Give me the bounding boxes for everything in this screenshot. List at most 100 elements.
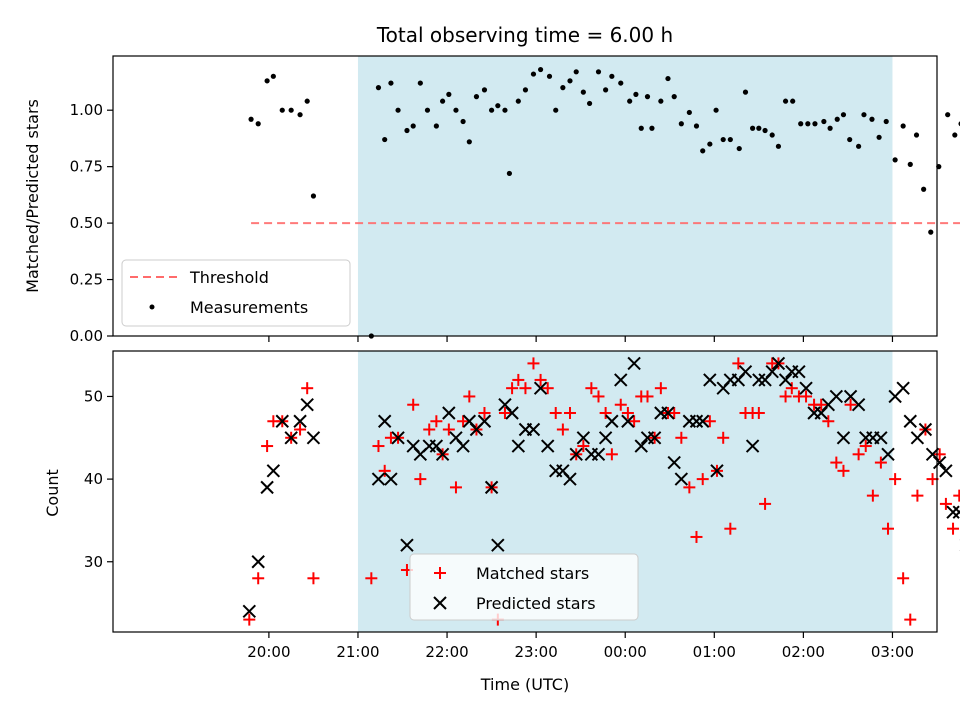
top-legend: Threshold Measurements [121,259,351,327]
top-y-tick-label: 0.75 [70,158,103,176]
measurement-point [310,193,317,199]
measurement-point [861,112,867,118]
top-y-tick-label: 1.00 [70,101,103,119]
x-tick-label: 22:00 [425,643,468,661]
measurement-point [834,116,840,122]
measurement-point [756,125,762,131]
measurement-point [495,103,501,109]
measurement-point [440,98,446,104]
predicted-star-marker [306,431,321,445]
predicted-star-marker [491,538,505,552]
measurement-point [417,80,423,86]
predicted-star-marker [903,414,917,428]
matched-star-marker [830,456,843,469]
matched-star-marker [953,489,960,502]
x-tick-label: 01:00 [693,643,736,661]
measurement-point [921,186,927,192]
matched-star-marker [703,415,716,428]
predicted-star-marker [881,447,895,462]
measurement-point [460,118,466,125]
legend-threshold-label: Threshold [189,268,269,287]
predicted-star-marker [946,505,960,519]
measurement-point [506,170,513,177]
matched-star-marker [641,390,654,403]
matched-star-marker [933,448,946,461]
matched-star-marker [724,522,737,535]
matched-star-marker [563,406,576,419]
x-tick-label: 00:00 [604,643,647,661]
top-y-tick-label: 0.50 [70,214,103,232]
predicted-star-marker [384,472,398,486]
matched-star-marker [732,357,745,370]
predicted-star-marker [435,447,450,462]
predicted-star-marker [771,356,786,371]
measurement-point [466,139,472,145]
predicted-star-marker [792,364,806,379]
matched-star-marker [874,456,887,469]
matched-star-marker [365,572,378,585]
measurement-point [279,107,285,113]
top-panel: 0.00 0.25 0.50 0.75 1.00 [70,55,960,345]
measurement-point [446,91,452,97]
matched-star-marker [449,481,462,494]
predicted-star-marker [932,455,947,470]
measurement-point [537,66,544,73]
top-axes-frame [112,55,938,337]
measurement-point [658,98,664,104]
matched-star-marker [683,481,696,494]
matched-star-marker [498,406,511,419]
matched-star-marker [605,448,618,461]
top-legend-box [121,259,351,327]
matched-star-marker [457,415,470,428]
matched-star-marker [506,382,519,395]
matched-star-marker [585,382,598,395]
bottom-y-tick-label: 40 [84,470,103,488]
predicted-star-marker [526,422,541,437]
matched-star-marker [243,613,256,626]
bottom-y-axis-label: Count [43,469,62,517]
measurement-point [736,145,742,152]
matched-star-marker [844,398,857,411]
predicted-star-marker [442,406,456,420]
predicted-star-marker [533,381,548,395]
predicted-star-marker [284,431,298,445]
matched-star-marker [378,464,391,477]
legend-measurements-label: Measurements [190,298,308,317]
measurement-point [424,107,431,113]
predicted-star-marker [251,555,265,569]
matched-star-marker [759,497,772,510]
x-axis-label: Time (UTC) [480,675,569,694]
predicted-star-marker [752,373,766,387]
predicted-star-marker [275,414,289,428]
measurement-point [840,112,847,118]
matched-star-marker [512,373,525,386]
matched-star-marker [947,522,960,535]
measurement-point [375,85,382,91]
measurement-point [900,123,906,129]
predicted-star-marker [391,431,405,445]
matched-star-marker [577,440,590,453]
predicted-star-marker [799,381,813,395]
measurement-point [410,123,416,129]
measurement-point [270,73,276,79]
matched-star-marker [307,572,320,585]
matched-star-marker [628,415,641,428]
predicted-star-marker [703,373,717,387]
measurement-point [595,69,602,75]
measurement-point [876,134,882,140]
matched-star-marker [414,473,427,486]
measurement-point [586,100,593,107]
measurement-point [382,136,388,143]
measurement-point [856,143,862,149]
matched-star-marker [717,431,730,444]
legend-matched-swatch [434,567,446,579]
bottom-axes-frame [112,350,938,633]
measurement-point [782,98,789,104]
measurement-point [827,125,833,131]
measurement-point [700,148,706,154]
measurement-point [952,132,958,138]
bottom-y-tick-label: 30 [84,553,103,571]
matched-star-marker [534,373,547,386]
predicted-star-marker [429,439,444,453]
measurement-point [633,91,639,97]
